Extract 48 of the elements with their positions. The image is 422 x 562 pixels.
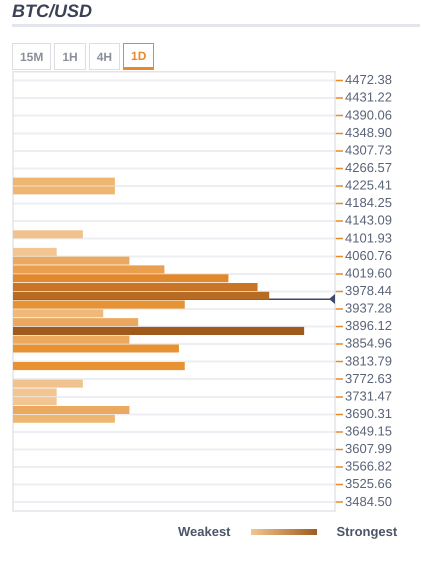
bar [13,256,130,265]
y-tick-label: 4143.09 [345,212,392,228]
tab-button: 4H [88,43,120,70]
bar [13,274,228,282]
y-tick-label: 4101.93 [345,230,392,246]
bar [13,414,115,423]
text: Strongest [336,524,398,539]
y-tick-label: 4225.41 [345,178,392,193]
y-tick-label: 3896.12 [345,318,392,334]
y-tick-label: 4307.73 [345,142,392,158]
tab-button: 15M [12,43,52,70]
bar [13,406,130,414]
y-tick-label: 3772.63 [345,370,392,386]
bar [13,248,57,256]
y-tick-label: 4184.25 [345,195,392,210]
y-tick-label: 3649.15 [345,424,392,439]
y-tick-label: 3607.99 [345,441,392,456]
bar [13,230,83,238]
chart-title: BTC/USD [12,1,92,22]
text: Weakest [178,524,231,539]
bar [13,283,258,292]
y-tick-label: 4390.06 [345,107,392,122]
y-tick-label: 3978.44 [345,282,392,298]
y-tick-label: 3731.47 [345,388,392,404]
bar [13,292,270,300]
y-tick-label: 4266.57 [345,160,392,176]
y-tick-label: 3690.31 [345,406,392,421]
y-tick-label: 4060.76 [345,248,392,263]
y-tick-label: 4348.90 [345,124,392,140]
y-tick-label: 3813.79 [345,353,392,368]
y-tick-label: 3525.66 [345,476,392,492]
tab-button: 1D [123,43,154,70]
bar [13,362,185,370]
y-tick-label: 3854.96 [345,336,392,351]
tab-button: 1H [54,43,86,70]
y-tick-label: 4431.22 [345,90,392,105]
bar [13,265,164,274]
bar [13,318,138,326]
y-tick-label: 4472.38 [345,72,392,88]
bar [13,300,185,309]
bar [13,344,179,353]
y-tick-label: 3566.82 [345,458,392,474]
y-tick-label: 4019.60 [345,265,392,280]
bar [13,309,104,318]
bar [13,336,130,344]
y-tick-label: 3484.50 [345,494,392,509]
bar [13,326,304,335]
y-tick-label: 3937.28 [345,300,392,316]
